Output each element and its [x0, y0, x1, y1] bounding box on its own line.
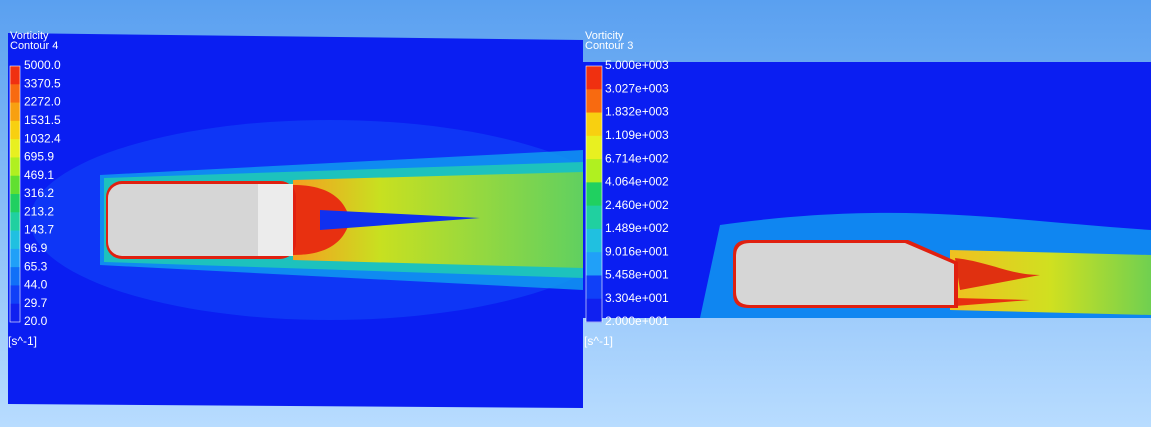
- legend-label: 2.000e+001: [605, 314, 669, 328]
- legend-label: 143.7: [24, 223, 54, 237]
- left-unit: [s^-1]: [8, 334, 37, 348]
- left-body-rear: [258, 184, 293, 256]
- legend-swatch: [10, 176, 20, 195]
- legend-swatch: [586, 113, 602, 137]
- legend-label: 695.9: [24, 150, 54, 164]
- legend-label: 2272.0: [24, 95, 61, 109]
- legend-label: 3.304e+001: [605, 291, 669, 305]
- legend-label: 316.2: [24, 186, 54, 200]
- legend-swatch: [10, 66, 20, 85]
- legend-swatch: [586, 136, 602, 160]
- legend-label: 44.0: [24, 278, 48, 292]
- legend-label: 6.714e+002: [605, 151, 669, 165]
- legend-swatch: [586, 275, 602, 299]
- legend-swatch: [10, 304, 20, 323]
- legend-swatch: [10, 231, 20, 250]
- legend-swatch: [10, 194, 20, 213]
- legend-label: 5000.0: [24, 58, 61, 72]
- legend-label: 3.027e+003: [605, 81, 669, 95]
- legend-swatch: [10, 285, 20, 304]
- legend-label: 3370.5: [24, 76, 61, 90]
- legend-swatch: [586, 299, 602, 323]
- legend-label: 65.3: [24, 259, 48, 273]
- legend-label: 96.9: [24, 241, 48, 255]
- legend-swatch: [586, 206, 602, 230]
- legend-label: 5.000e+003: [605, 58, 669, 72]
- legend-label: 1.109e+003: [605, 128, 669, 142]
- legend-label: 2.460e+002: [605, 198, 669, 212]
- legend-swatch: [10, 139, 20, 158]
- legend-label: 1.832e+003: [605, 105, 669, 119]
- legend-swatch: [10, 267, 20, 286]
- legend-swatch: [10, 249, 20, 268]
- legend-label: 469.1: [24, 168, 54, 182]
- legend-swatch: [586, 89, 602, 113]
- legend-label: 1032.4: [24, 131, 61, 145]
- legend-label: 5.458e+001: [605, 268, 669, 282]
- legend-swatch: [586, 252, 602, 276]
- right-body: [736, 243, 954, 305]
- legend-swatch: [586, 182, 602, 206]
- legend-label: 213.2: [24, 204, 54, 218]
- right-subtitle: Contour 3: [585, 40, 633, 52]
- legend-label: 29.7: [24, 296, 48, 310]
- legend-swatch: [10, 157, 20, 176]
- legend-label: 9.016e+001: [605, 244, 669, 258]
- legend-swatch: [10, 84, 20, 103]
- legend-swatch: [10, 212, 20, 231]
- legend-label: 20.0: [24, 314, 48, 328]
- legend-label: 1531.5: [24, 113, 61, 127]
- legend-label: 1.489e+002: [605, 221, 669, 235]
- legend-swatch: [10, 103, 20, 122]
- legend-swatch: [10, 121, 20, 140]
- screenshot: Vorticity Contour 4 [s^-1] Vorticity Con…: [0, 0, 1151, 427]
- scene: Vorticity Contour 4 [s^-1] Vorticity Con…: [0, 0, 1151, 427]
- right-unit: [s^-1]: [584, 334, 613, 348]
- left-subtitle: Contour 4: [10, 40, 58, 52]
- legend-swatch: [586, 66, 602, 90]
- legend-swatch: [586, 229, 602, 253]
- legend-swatch: [586, 159, 602, 183]
- legend-label: 4.064e+002: [605, 175, 669, 189]
